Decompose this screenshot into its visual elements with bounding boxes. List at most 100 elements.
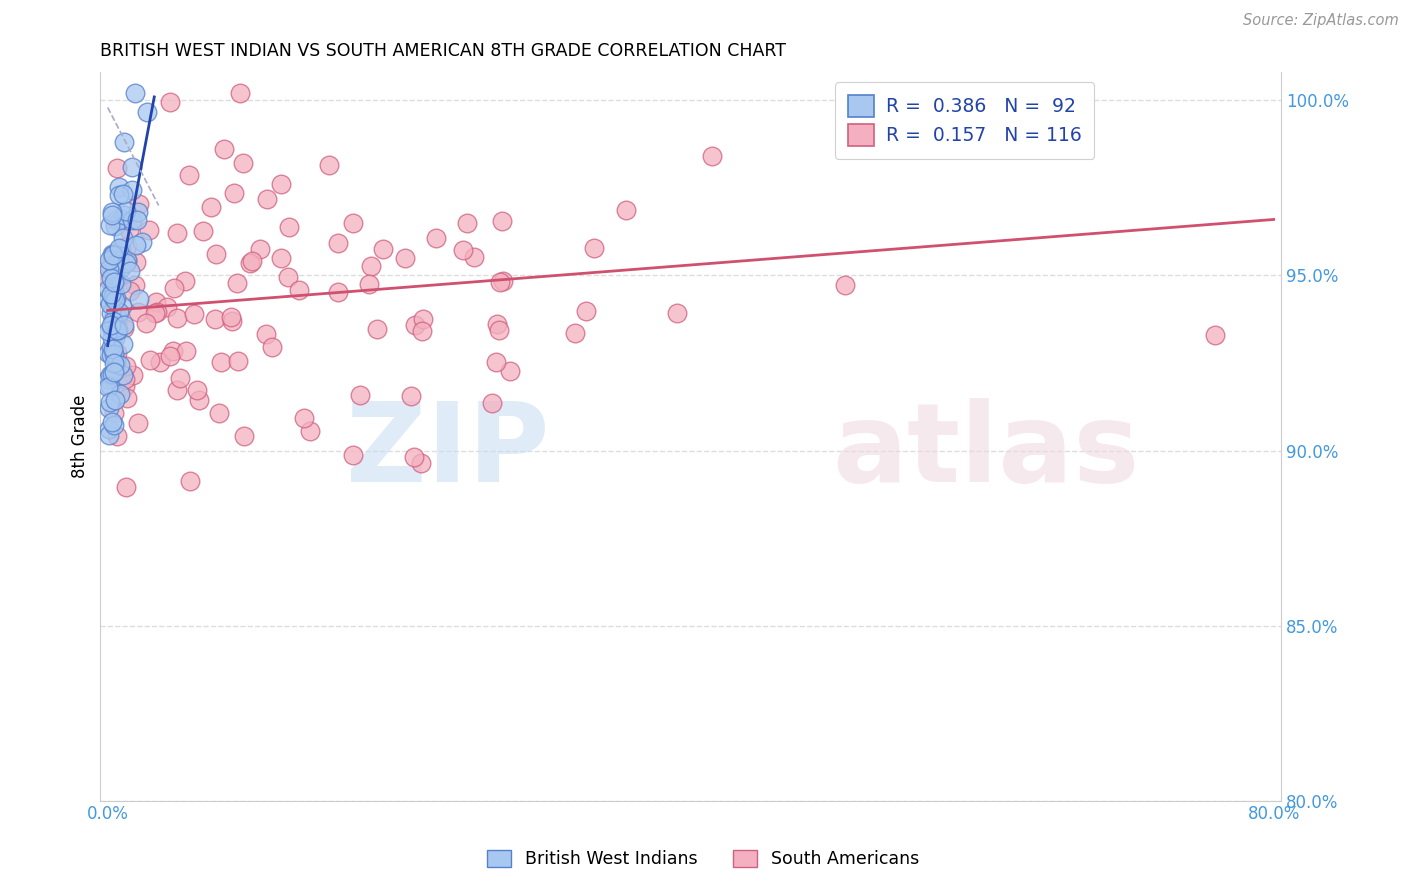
- Point: [101, 247, 124, 261]
- Point: [97, 380, 120, 394]
- Point: [270, 252, 292, 266]
- Point: [98, 258, 121, 272]
- Point: [115, 253, 138, 268]
- Point: [98, 422, 121, 436]
- Point: [108, 358, 131, 372]
- Point: [564, 326, 586, 340]
- Point: [700, 149, 723, 163]
- Point: [100, 271, 122, 285]
- Y-axis label: 8th Grade: 8th Grade: [72, 395, 89, 478]
- Point: [614, 203, 637, 218]
- Point: [463, 250, 485, 264]
- Point: [260, 340, 283, 354]
- Point: [100, 320, 122, 334]
- Point: [98, 368, 121, 382]
- Point: [371, 242, 394, 256]
- Point: [404, 318, 426, 333]
- Point: [128, 197, 150, 211]
- Point: [104, 268, 127, 282]
- Point: [101, 342, 124, 356]
- Point: [159, 95, 181, 110]
- Point: [166, 226, 188, 240]
- Point: [115, 256, 138, 270]
- Point: [103, 266, 125, 280]
- Point: [163, 280, 186, 294]
- Point: [204, 312, 226, 326]
- Point: [110, 242, 132, 256]
- Point: [103, 294, 125, 309]
- Point: [489, 275, 512, 289]
- Point: [233, 429, 256, 443]
- Point: [121, 183, 143, 197]
- Point: [104, 219, 127, 233]
- Point: [411, 324, 433, 338]
- Point: [122, 368, 145, 382]
- Point: [583, 241, 606, 255]
- Point: [101, 204, 124, 219]
- Point: [360, 259, 382, 273]
- Point: [193, 224, 215, 238]
- Text: BRITISH WEST INDIAN VS SOUTH AMERICAN 8TH GRADE CORRELATION CHART: BRITISH WEST INDIAN VS SOUTH AMERICAN 8T…: [100, 42, 786, 60]
- Point: [1204, 328, 1226, 343]
- Point: [105, 429, 128, 443]
- Point: [105, 161, 128, 176]
- Point: [103, 406, 125, 420]
- Point: [105, 310, 128, 325]
- Point: [112, 368, 135, 383]
- Point: [104, 354, 127, 368]
- Point: [98, 218, 121, 232]
- Point: [492, 274, 515, 288]
- Point: [100, 306, 122, 320]
- Point: [100, 340, 122, 354]
- Point: [98, 252, 121, 267]
- Point: [112, 135, 135, 149]
- Point: [200, 200, 222, 214]
- Point: [108, 241, 131, 255]
- Point: [409, 456, 432, 470]
- Point: [256, 192, 278, 206]
- Point: [232, 155, 254, 169]
- Point: [124, 87, 146, 101]
- Point: [101, 277, 124, 292]
- Point: [328, 285, 350, 299]
- Point: [115, 253, 138, 268]
- Point: [488, 323, 510, 337]
- Point: [127, 205, 149, 219]
- Point: [108, 188, 131, 202]
- Point: [100, 415, 122, 429]
- Point: [115, 239, 138, 253]
- Point: [240, 254, 263, 268]
- Point: [298, 424, 321, 438]
- Point: [481, 396, 503, 410]
- Point: [97, 372, 120, 386]
- Point: [104, 297, 127, 311]
- Point: [103, 356, 125, 370]
- Point: [105, 346, 128, 360]
- Point: [103, 285, 125, 299]
- Text: Source: ZipAtlas.com: Source: ZipAtlas.com: [1243, 13, 1399, 29]
- Point: [135, 316, 157, 330]
- Point: [114, 379, 136, 393]
- Point: [101, 247, 124, 261]
- Point: [103, 265, 125, 279]
- Point: [103, 290, 125, 304]
- Point: [834, 278, 856, 293]
- Point: [101, 314, 124, 328]
- Point: [101, 208, 124, 222]
- Point: [143, 306, 166, 320]
- Point: [115, 480, 138, 494]
- Point: [221, 314, 243, 328]
- Point: [127, 305, 149, 319]
- Point: [226, 277, 249, 291]
- Point: [105, 212, 128, 227]
- Point: [174, 343, 197, 358]
- Point: [111, 186, 134, 201]
- Point: [357, 277, 380, 292]
- Point: [149, 355, 172, 369]
- Point: [254, 327, 277, 342]
- Point: [179, 474, 201, 488]
- Point: [124, 277, 146, 292]
- Point: [166, 311, 188, 326]
- Text: ZIP: ZIP: [346, 398, 548, 505]
- Point: [105, 323, 128, 337]
